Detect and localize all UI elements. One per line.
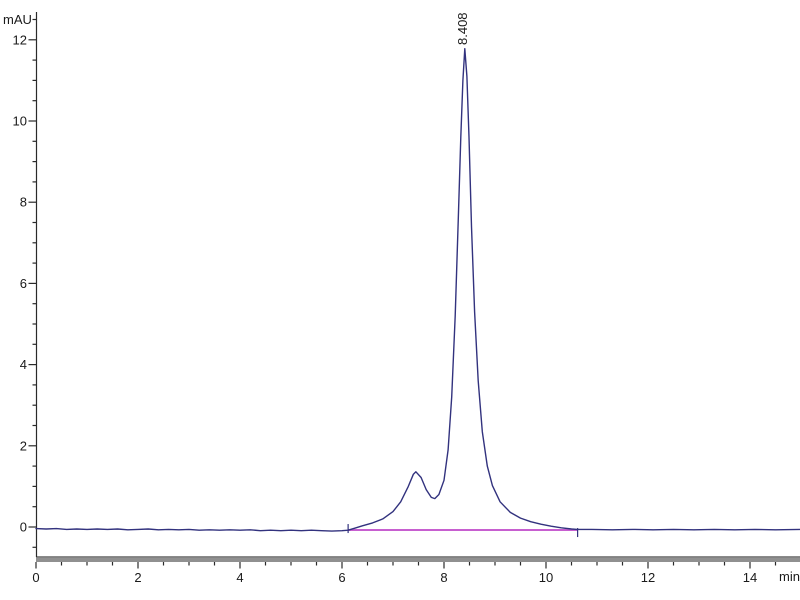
x-tick-label: 2 — [134, 570, 141, 585]
y-tick-label: 6 — [20, 276, 27, 291]
x-tick-label: 4 — [236, 570, 243, 585]
integration-baseline — [347, 524, 579, 538]
signal-trace-line — [35, 48, 800, 532]
x-tick-label: 8 — [440, 570, 447, 585]
x-tick-label: 10 — [539, 570, 553, 585]
y-tick-label: 2 — [20, 438, 27, 453]
y-tick-label: 12 — [13, 32, 27, 47]
y-tick-label: 4 — [20, 357, 27, 372]
y-tick-label: 8 — [20, 195, 27, 210]
peak-retention-time-label: 8.408 — [455, 12, 470, 45]
x-tick-label: 6 — [338, 570, 345, 585]
y-axis-unit-label: mAU — [3, 12, 32, 27]
x-tick-label: 12 — [641, 570, 655, 585]
x-tick-label: 0 — [32, 570, 39, 585]
axes — [28, 12, 777, 569]
x-axis-bar-edge — [36, 556, 800, 558]
x-axis-bar — [36, 556, 800, 562]
tick-labels: 0 2 4 6 8 10 12 0 2 4 6 8 10 12 14 — [13, 32, 758, 585]
signal-trace — [35, 48, 800, 532]
x-tick-label: 14 — [743, 570, 757, 585]
x-axis-unit-label: min — [779, 569, 800, 584]
y-tick-label: 10 — [13, 114, 27, 129]
x-axis-bar-rect — [36, 557, 800, 562]
y-tick-label: 0 — [20, 520, 27, 535]
